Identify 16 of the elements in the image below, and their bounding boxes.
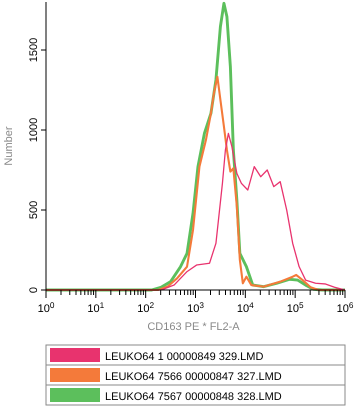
y-axis-title: Number <box>3 126 15 166</box>
x-axis-title: CD163 PE * FL2-A <box>147 321 240 333</box>
legend-label: LEUKO64 1 00000849 329.LMD <box>105 351 264 363</box>
legend-label: LEUKO64 7567 00000848 328.LMD <box>105 391 282 403</box>
x-tick-label: 10$^{0}$ <box>38 300 55 315</box>
x-tick-label: 10$^{3}$ <box>187 300 204 315</box>
x-tick-label: 10$^{5}$ <box>286 300 304 315</box>
x-tick-label: 10$^{6}$ <box>336 300 354 315</box>
x-tick-label: 10$^{2}$ <box>137 300 154 315</box>
x-tick-label: 10$^{4}$ <box>236 300 254 315</box>
y-tick-label: 500 <box>28 200 40 220</box>
x-tick-label: 10$^{1}$ <box>87 300 105 315</box>
y-tick-label: 0 <box>28 286 40 294</box>
y-tick-label: 1500 <box>28 38 40 62</box>
y-tick-label: 1000 <box>28 118 40 142</box>
legend-label: LEUKO64 7566 00000847 327.LMD <box>105 371 282 383</box>
